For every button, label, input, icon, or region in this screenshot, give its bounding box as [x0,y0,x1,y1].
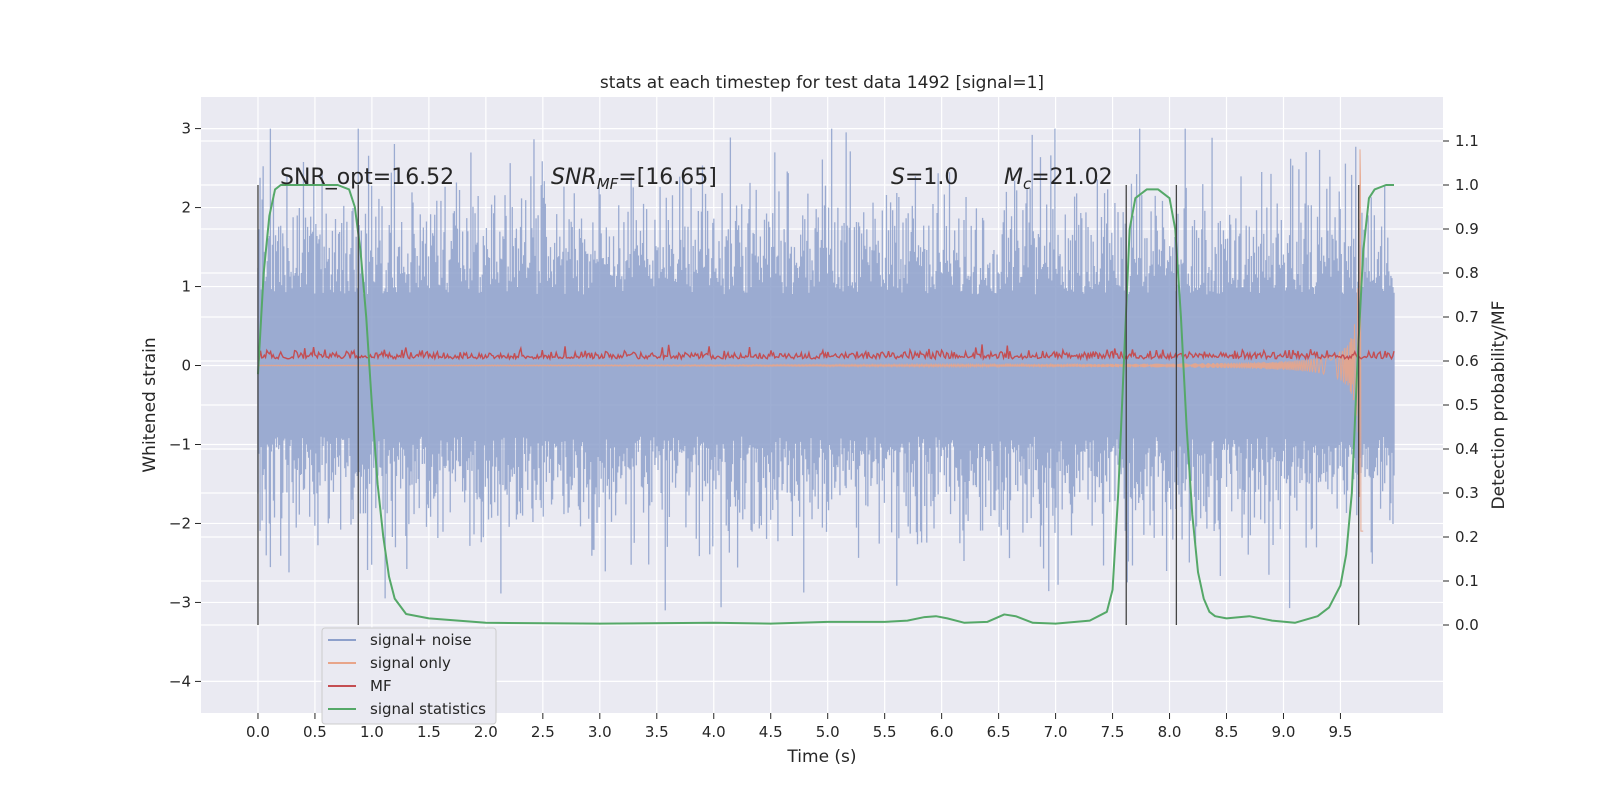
series-signal-statistics [256,184,1394,625]
y-tick-label: −3 [169,593,191,611]
annotation-snr-mf-base: SNR [551,165,597,190]
y-right-tick-label: 0.3 [1455,484,1479,502]
x-tick-label: 8.0 [1158,723,1182,741]
annotation-snr-mf-sub: MF [597,175,619,193]
y-right-tick-label: 0.6 [1455,352,1479,370]
y-right-tick-label: 0.5 [1455,396,1479,414]
annotation-s: S=1.0 [891,165,958,190]
x-tick-label: 6.0 [930,723,954,741]
y-right-tick-label: 0.9 [1455,220,1479,238]
x-tick-label: 5.5 [873,723,897,741]
annotation-snr-opt: SNR_opt=16.52 [280,165,454,190]
chart-title: stats at each timestep for test data 149… [600,73,1044,93]
series-layer [256,128,1395,625]
series-signal-only [257,149,1364,532]
vertical-markers [257,185,1360,625]
x-axis-title: Time (s) [786,747,856,767]
x-tick-label: 7.5 [1101,723,1125,741]
y-tick-label: 0 [181,357,191,375]
annotation-snr-mf: SNRMF=[16.65] [551,165,717,193]
annotation-mc-sub: c [1023,175,1032,193]
annotation-mc: Mc=21.02 [1004,165,1113,193]
x-tick-label: 2.0 [474,723,498,741]
x-tick-label: 8.5 [1215,723,1239,741]
annotations: SNR_opt=16.52 SNRMF=[16.65] S=1.0 Mc=21.… [280,165,1113,193]
x-tick-label: 0.0 [246,723,270,741]
x-tick-label: 2.5 [531,723,555,741]
y-right-tick-label: 1.0 [1455,176,1479,194]
x-tick-label: 7.0 [1044,723,1068,741]
legend-label-signal-statistics: signal statistics [370,700,486,718]
y-right-tick-label: 0.7 [1455,308,1479,326]
x-tick-label: 9.0 [1272,723,1296,741]
axes: 0.0 0.5 1.0 1.5 2.0 2.5 3.0 3.5 4.0 4.5 5.0 5.5 6.0 6… [169,120,1479,741]
y-tick-label: −4 [169,672,191,690]
x-tick-label: 9.5 [1329,723,1353,741]
annotation-s-value: =1.0 [905,165,958,190]
y-right-tick-label: 0.2 [1455,528,1479,546]
x-tick-label: 3.5 [645,723,669,741]
y-right-tick-label: 0.8 [1455,264,1479,282]
legend-box [321,627,497,725]
annotation-s-base: S [891,165,905,190]
y-right-tick-label: 1.1 [1455,132,1479,150]
x-tick-label: 4.0 [702,723,726,741]
y-right-tick-label: 0.1 [1455,572,1479,590]
y-right-tick-label: 0.4 [1455,440,1479,458]
x-tick-label: 5.0 [816,723,840,741]
y-tick-label: −1 [169,435,191,453]
y-tick-label: 3 [181,120,191,138]
legend-label-mf: MF [370,677,392,695]
annotation-snr-mf-value: =[16.65] [618,165,717,190]
y-tick-label: −2 [169,514,191,532]
y-right-tick-label: 0.0 [1455,616,1479,634]
x-tick-label: 0.5 [303,723,327,741]
x-tick-label: 6.5 [987,723,1011,741]
legend: signal+ noise signal only MF signal stat… [321,627,497,725]
x-tick-label: 1.5 [417,723,441,741]
annotation-mc-value: =21.02 [1031,165,1112,190]
y-axis-title: Whitened strain [140,337,160,472]
y-axis-right-title: Detection probability/MF [1489,301,1509,510]
x-tick-label: 3.0 [588,723,612,741]
legend-label-signal-noise: signal+ noise [370,631,472,649]
legend-label-signal-only: signal only [370,654,451,672]
y-tick-label: 2 [181,199,191,217]
series-mf [257,344,1395,362]
x-tick-label: 4.5 [759,723,783,741]
x-tick-label: 1.0 [360,723,384,741]
y-tick-label: 1 [181,278,191,296]
annotation-mc-base: M [1004,165,1023,190]
